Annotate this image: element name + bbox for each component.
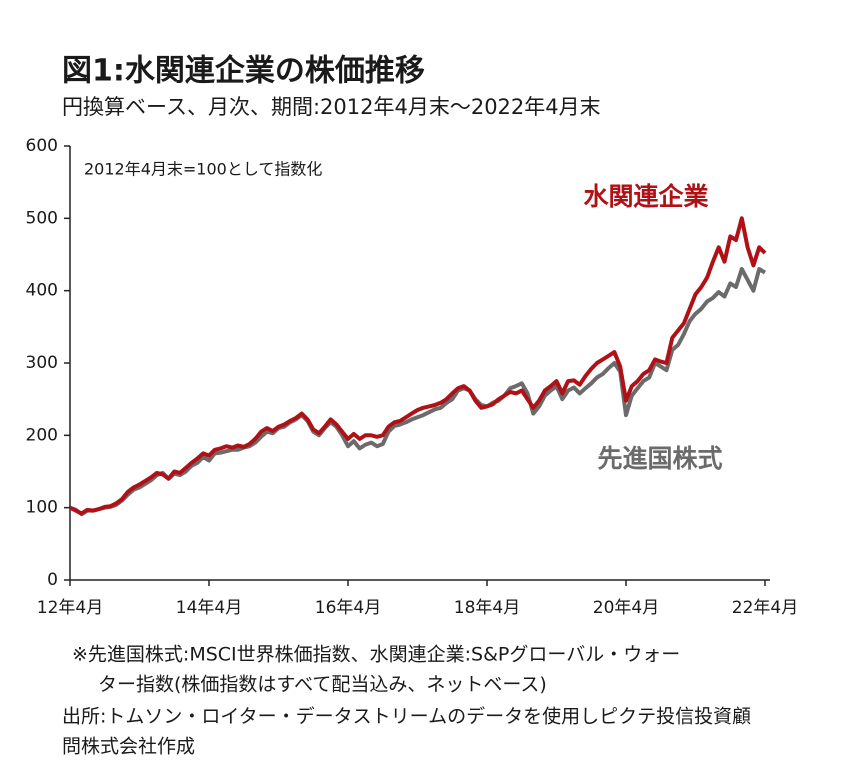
- y-tick-label: 0: [47, 570, 58, 590]
- annotation: 2012年4月末=100として指数化: [84, 160, 322, 179]
- note: 出所:トムソン・ロイター・データストリームのデータを使用しピクテ投信投資顧: [62, 706, 751, 728]
- x-tick-label: 12年4月: [37, 598, 103, 618]
- x-tick-label: 18年4月: [454, 598, 520, 618]
- note: ※先進国株式:MSCI世界株価指数、水関連企業:S&Pグローバル・ウォー: [72, 644, 680, 666]
- y-tick-label: 400: [26, 281, 58, 301]
- note: ター指数(株価指数はすべて配当込み、ネットベース): [98, 674, 547, 696]
- x-tick-label: 20年4月: [593, 598, 659, 618]
- y-tick-label: 100: [26, 498, 58, 518]
- legend-label: 先進国株式: [597, 444, 722, 473]
- y-tick-label: 500: [26, 208, 58, 228]
- y-tick-label: 200: [26, 425, 58, 445]
- line-series: [69, 267, 767, 517]
- x-tick-label: 14年4月: [176, 598, 242, 618]
- y-tick-label: 300: [26, 353, 58, 373]
- legend-label: 水関連企業: [583, 182, 708, 211]
- note: 問株式会社作成: [62, 736, 195, 758]
- x-tick-label: 16年4月: [315, 598, 381, 618]
- chart-title: 図1:水関連企業の株価推移: [62, 54, 425, 89]
- chart-subtitle: 円換算ベース、月次、期間:2012年4月末〜2022年4月末: [62, 95, 601, 119]
- line-series: [69, 216, 767, 516]
- y-tick-label: 600: [26, 136, 58, 156]
- x-tick-label: 22年4月: [732, 598, 798, 618]
